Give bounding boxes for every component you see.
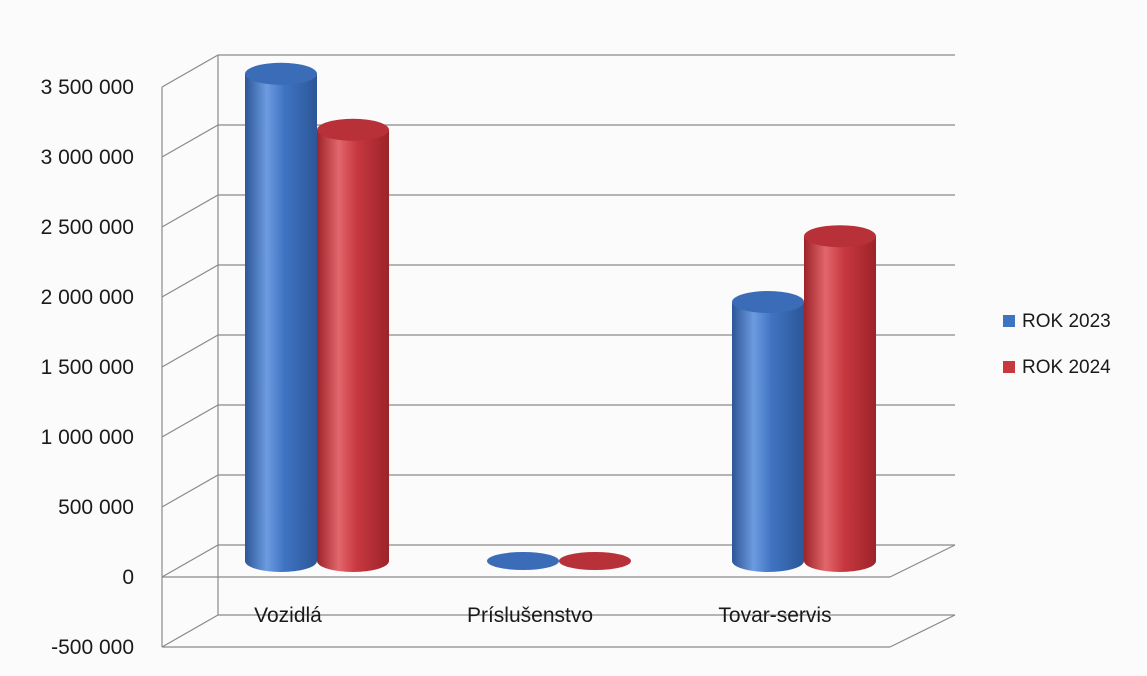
y-tick-label: -500 000 <box>51 636 134 659</box>
y-tick-label: 3 500 000 <box>41 76 134 99</box>
y-tick-label: 1 500 000 <box>41 356 134 379</box>
bar-rok-2024 <box>317 129 389 573</box>
legend-label: ROK 2024 <box>1022 357 1111 378</box>
legend-label: ROK 2023 <box>1022 311 1111 332</box>
gridline-side <box>161 54 219 88</box>
category-label: Vozidlá <box>254 604 322 627</box>
bar-top <box>732 291 804 313</box>
y-tick-label: 500 000 <box>58 496 134 519</box>
bar-top <box>245 62 317 85</box>
gridline-side <box>161 264 219 298</box>
gridline-side <box>161 194 219 228</box>
gridline-side <box>161 614 219 648</box>
legend-swatch <box>1003 315 1015 327</box>
category-label: Tovar-servis <box>718 604 831 627</box>
gridline-side <box>161 474 219 508</box>
gridline-side <box>161 124 219 158</box>
gridline-side <box>161 334 219 368</box>
bar-rok-2023 <box>487 552 559 570</box>
gridline-side <box>161 404 219 438</box>
y-tick-label: 3 000 000 <box>41 146 134 169</box>
y-tick-label: 1 000 000 <box>41 426 134 449</box>
legend-swatch <box>1003 361 1015 373</box>
floor-right <box>889 614 956 648</box>
bar-rok-2023 <box>732 302 804 572</box>
y-tick-label: 2 000 000 <box>41 286 134 309</box>
bar-rok-2023 <box>245 73 317 572</box>
zero-floor-right <box>889 544 956 578</box>
y-tick-label: 0 <box>122 566 134 589</box>
bar-top <box>804 225 876 248</box>
category-label: Príslušenstvo <box>467 604 593 627</box>
y-tick-label: 2 500 000 <box>41 216 134 239</box>
gridline-side <box>161 544 219 578</box>
bar-rok-2024 <box>559 552 631 570</box>
bar-top <box>317 118 389 141</box>
bar-rok-2024 <box>804 236 876 572</box>
